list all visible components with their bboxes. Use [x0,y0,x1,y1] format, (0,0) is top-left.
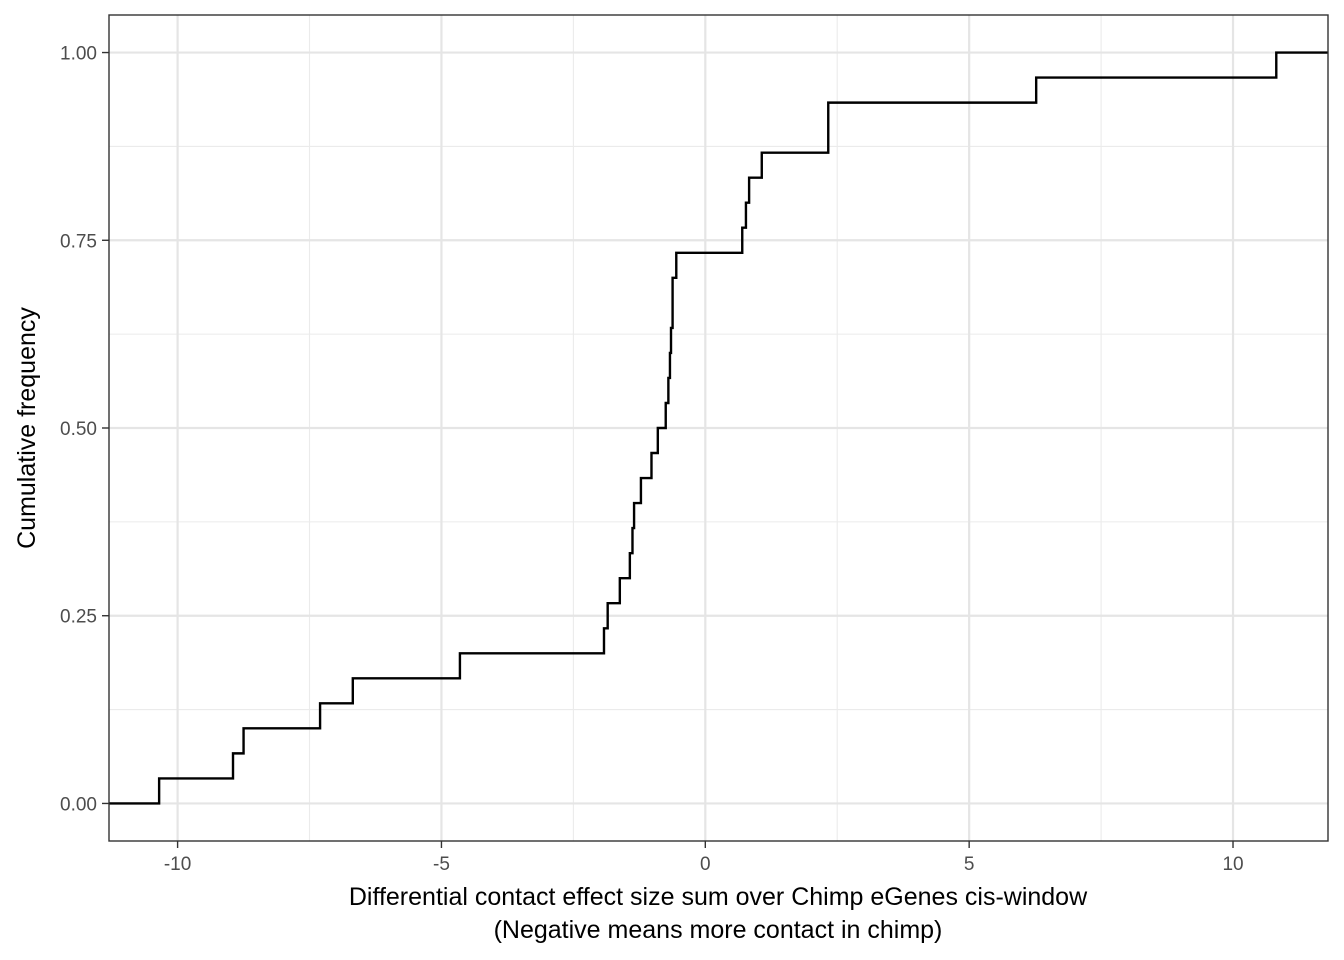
x-axis-title-line2: (Negative means more contact in chimp) [494,916,943,944]
x-axis-title-line1: Differential contact effect size sum ove… [349,883,1088,911]
y-tick-label: 0.75 [60,231,97,252]
x-tick-label: -5 [433,854,450,875]
grid-layer [109,15,1328,841]
x-tick-label: 0 [700,854,711,875]
y-axis-title: Cumulative frequency [13,307,41,549]
y-tick-label: 0.50 [60,419,97,440]
ticks-layer: -10 -5 0 5 10 0.00 0.25 0.50 0.75 1.00 [60,44,1244,875]
y-tick-label: 1.00 [60,44,97,65]
x-tick-label: 5 [964,854,975,875]
y-tick-label: 0.25 [60,607,97,628]
x-tick-label: 10 [1222,854,1243,875]
series-layer [109,51,1328,805]
x-tick-label: -10 [164,854,191,875]
y-tick-label: 0.00 [60,794,97,815]
ecdf-step-line [109,51,1328,805]
